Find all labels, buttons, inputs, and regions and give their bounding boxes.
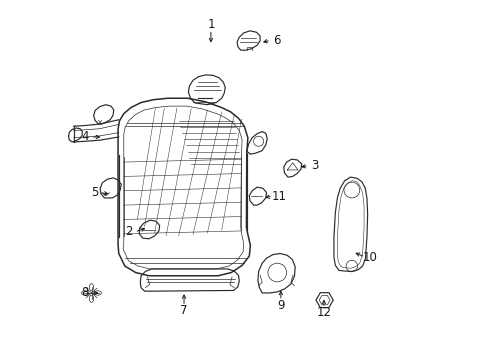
Text: 1: 1 [207,18,215,31]
Text: 12: 12 [317,306,331,319]
Text: 5: 5 [91,186,98,199]
Text: 9: 9 [277,299,285,312]
Text: 7: 7 [180,305,188,318]
Text: 3: 3 [311,159,318,172]
Text: 6: 6 [273,33,281,47]
Text: 4: 4 [82,130,89,144]
Text: 8: 8 [82,287,89,300]
Text: 2: 2 [124,225,132,238]
Text: 10: 10 [363,251,378,264]
Text: 11: 11 [271,190,287,203]
